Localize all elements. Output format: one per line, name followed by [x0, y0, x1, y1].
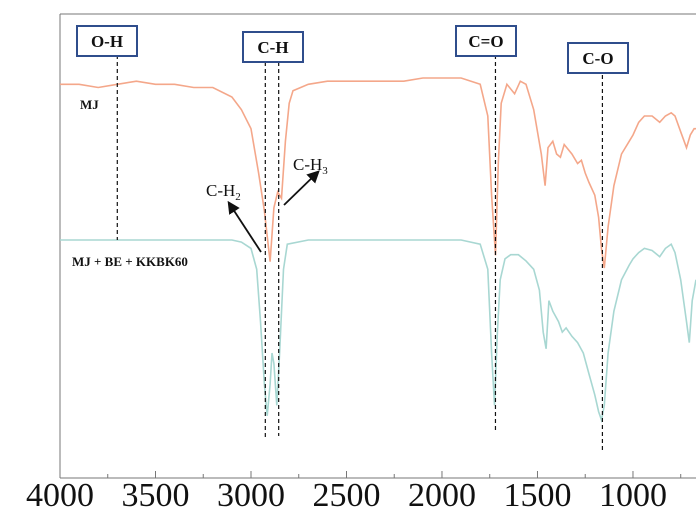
band-label: C-O: [582, 49, 613, 68]
x-tick-label: 2500: [312, 477, 380, 512]
x-tick-label: 2000: [408, 477, 476, 512]
band-box-c-h: [242, 31, 304, 63]
arrow-ch3: [283, 170, 320, 206]
arrow-ch2: [227, 200, 262, 253]
band-label: C=O: [468, 32, 503, 51]
x-tick-label: 1000: [599, 477, 667, 512]
x-tick-label: 4000: [26, 477, 94, 512]
x-tick-label: 1500: [503, 477, 571, 512]
series-label-1: MJ + BE + KKBK60: [72, 254, 188, 269]
band-label: C-H: [257, 38, 288, 57]
annotation-label: C-H3: [293, 155, 328, 177]
annotation-label: C-H2: [206, 181, 241, 203]
band-box-c-o: [567, 42, 629, 74]
series-line-1: [60, 239, 696, 424]
series-label-0: MJ: [80, 97, 99, 112]
band-label: O-H: [91, 32, 123, 51]
band-box-c=o: [455, 25, 517, 57]
band-box-o-h: [76, 25, 138, 57]
series-line-0: [60, 77, 696, 269]
x-tick-label: 3500: [121, 477, 189, 512]
x-tick-label: 3000: [217, 477, 285, 512]
